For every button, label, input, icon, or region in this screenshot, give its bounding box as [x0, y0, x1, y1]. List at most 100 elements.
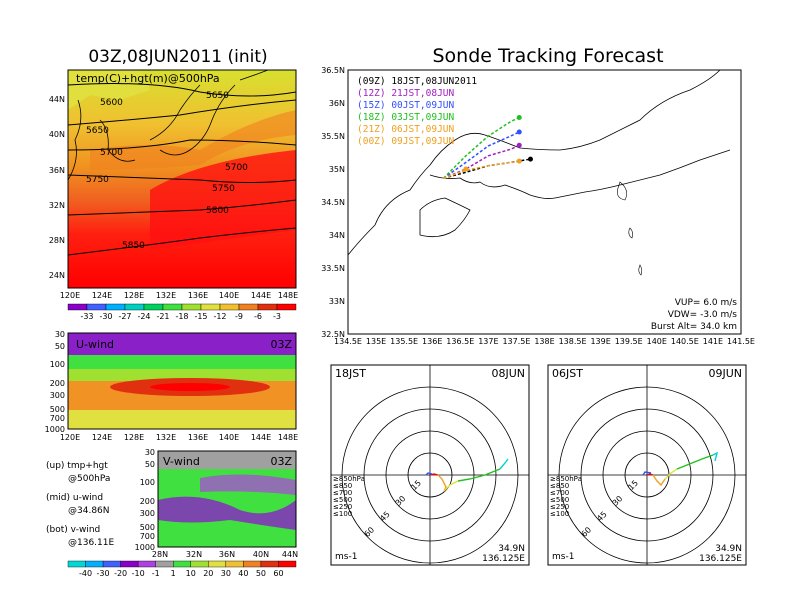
colorbar-swatch [67, 560, 86, 568]
legend-line: (up) tmp+hgt [46, 461, 108, 471]
colorbar-label: -10 [132, 569, 145, 578]
colorbar-swatch [162, 303, 183, 311]
x-tick-label: 140E [647, 337, 667, 346]
colorbar-swatch [105, 303, 126, 311]
contour-label: 5800 [206, 206, 229, 216]
hodo-level-label: ≤100 [333, 510, 352, 518]
contour-5600 [67, 83, 297, 97]
p-tick: 700 [140, 532, 155, 541]
x-tick-label: 139E [590, 337, 610, 346]
track-params: VUP= 6.0 m/s VDW= -3.0 m/s Burst Alt= 34… [651, 298, 737, 332]
hodo-trace [664, 468, 678, 480]
p-tick: 30 [55, 330, 65, 339]
colorbar-swatch [219, 303, 240, 311]
uwind-time: 03Z [270, 338, 292, 351]
legend-line: @500hPa [68, 474, 110, 484]
colorbar-label: -24 [137, 312, 150, 321]
lat-tick: 36N [219, 550, 235, 559]
hodo-level-label: ≤700 [550, 489, 569, 497]
lat-tick: 40N [253, 550, 269, 559]
x-tick-label: 135E [366, 337, 386, 346]
colorbar-swatch [120, 560, 139, 568]
colorbar-label: -33 [80, 312, 93, 321]
hodo-trace [437, 474, 447, 492]
uwind-panel: U-wind 03Z 30 50 100 200 300 500 700 100… [45, 330, 299, 442]
hodo-trace [646, 473, 654, 476]
hodo-unit: ms-1 [552, 552, 574, 562]
p-tick: 100 [140, 478, 155, 487]
p-tick: 700 [50, 414, 65, 423]
colorbar-swatch [257, 303, 278, 311]
uwind-layer [68, 410, 296, 429]
colorbar-swatch [143, 303, 164, 311]
y-tick-label: 32.5N [321, 330, 345, 339]
hodo-level-label: ≤250 [333, 503, 352, 511]
vup-label: VUP= 6.0 m/s [675, 298, 738, 308]
x-tick-label: 141.5E [727, 337, 755, 346]
lat-tick: 32N [186, 550, 202, 559]
p-tick: 50 [145, 460, 155, 469]
p-tick: 500 [50, 405, 65, 414]
lon-tick: 144E [251, 291, 271, 300]
temp-colorbar: -33 -30 -27 -24 -21 -18 -15 -12 -9 -6 -3 [67, 303, 297, 321]
colorbar-label: -30 [97, 569, 110, 578]
x-tick-label: 137E [478, 337, 498, 346]
hodo-trace [457, 468, 501, 482]
x-tick-label: 136.5E [446, 337, 474, 346]
colorbar-label: 40 [238, 569, 248, 578]
contour-5750 [67, 174, 297, 183]
colorbar-label: -30 [99, 312, 112, 321]
lat-tick: 36N [49, 166, 65, 175]
contour-label: 5650 [86, 126, 109, 136]
vwind-frame [157, 450, 297, 548]
burst-label: Burst Alt= 34.0 km [651, 322, 737, 332]
track-series [442, 115, 533, 179]
track-panel: 134.5E 135E 135.5E 136E 136.5E 137E 137.5E 138E… [321, 66, 755, 346]
colorbar-swatch [200, 303, 221, 311]
track-axes: 134.5E 135E 135.5E 136E 136.5E 137E 137.5E 138E… [321, 66, 755, 346]
contour-5700 [67, 139, 297, 151]
colorbar-label: 50 [256, 569, 266, 578]
colorbar-label: -20 [114, 569, 127, 578]
island [638, 264, 643, 276]
main-title: Sonde Tracking Forecast [432, 45, 663, 67]
x-tick-label: 141E [703, 337, 723, 346]
island [628, 227, 633, 239]
uwind-frame [67, 332, 297, 430]
colorbar-swatch [276, 303, 297, 311]
track-legend-entry: (21Z) 06JST,09JUN [357, 124, 455, 135]
coastline [67, 69, 269, 181]
uwind-jet-core [150, 383, 230, 391]
lat-tick: 40N [49, 130, 65, 139]
track-legend-entry: (18Z) 03JST,09JUN [357, 112, 455, 123]
uwind-lon-axis: 120E 124E 128E 132E 136E 140E 144E 148E [60, 433, 298, 442]
legend-line: @136.11E [68, 538, 114, 548]
hodo-level-label: ≤850 [550, 482, 569, 490]
track-endpoint [527, 156, 533, 162]
colorbar-swatch [278, 560, 297, 568]
lat-tick: 32N [49, 201, 65, 210]
hodo-level-label: ≤500 [333, 496, 352, 504]
track-legend-entry: (12Z) 21JST,08JUN [357, 88, 455, 99]
colorbar-swatch [124, 303, 145, 311]
colorbar-label: -12 [213, 312, 226, 321]
colorbar-swatch [86, 303, 107, 311]
p-tick: 300 [50, 391, 65, 400]
lon-tick: 144E [251, 433, 271, 442]
lat-tick: 24N [49, 271, 65, 280]
p-tick: 100 [50, 360, 65, 369]
lon-tick: 132E [156, 433, 176, 442]
panel-legend: (up) tmp+hgt @500hPa (mid) u-wind @34.86… [46, 461, 114, 548]
track-legend-entry: (09Z) 18JST,08JUN2011 [357, 76, 477, 87]
hodo-trace [425, 472, 433, 476]
colorbar-label: -9 [235, 312, 243, 321]
x-tick-label: 138.5E [559, 337, 587, 346]
p-tick: 50 [55, 342, 65, 351]
lon-tick: 140E [219, 291, 239, 300]
track-endpoint [463, 166, 469, 172]
track-legend: (09Z) 18JST,08JUN2011 (12Z) 21JST,08JUN … [357, 76, 477, 147]
colorbar-swatch [102, 560, 121, 568]
x-tick-label: 137.5E [502, 337, 530, 346]
